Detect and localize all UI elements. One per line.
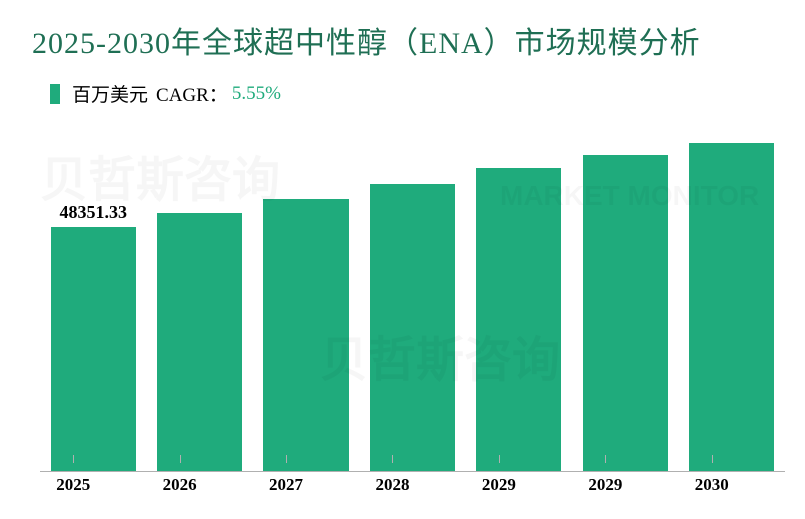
x-tick: 2029 [446, 475, 552, 495]
x-tick: 2027 [233, 475, 339, 495]
x-tick-label: 2030 [695, 475, 729, 494]
bar [689, 143, 774, 472]
bar-slot [679, 117, 785, 472]
x-tick: 2028 [339, 475, 445, 495]
x-tick-label: 2026 [163, 475, 197, 494]
legend: 百万美元 CAGR： 5.55% [50, 80, 785, 107]
cagr-label: CAGR： [156, 80, 228, 107]
plot-area: 48351.33 [40, 117, 785, 472]
x-tick: 2025 [20, 475, 126, 495]
x-tick: 2029 [552, 475, 658, 495]
x-tick-label: 2028 [375, 475, 409, 494]
bar-slot [359, 117, 465, 472]
bar [583, 155, 668, 472]
legend-series-label: 百万美元 [72, 80, 148, 107]
x-axis-line [40, 471, 785, 472]
legend-swatch [50, 84, 60, 104]
x-tick-label: 2025 [56, 475, 90, 494]
bar-slot [253, 117, 359, 472]
bar-slot: 48351.33 [40, 117, 146, 472]
bar [157, 213, 242, 472]
x-tick: 2026 [126, 475, 232, 495]
bar [51, 227, 136, 472]
chart-title: 2025-2030年全球超中性醇（ENA）市场规模分析 [32, 18, 785, 62]
bar-slot [466, 117, 572, 472]
x-tick-label: 2029 [588, 475, 622, 494]
chart-container: 2025-2030年全球超中性醇（ENA）市场规模分析 百万美元 CAGR： 5… [0, 0, 805, 519]
bar [263, 199, 348, 472]
x-tick-label: 2027 [269, 475, 303, 494]
cagr-value: 5.55% [232, 83, 281, 105]
bar-slot [146, 117, 252, 472]
x-tick: 2030 [659, 475, 765, 495]
bar-value-label: 48351.33 [59, 202, 127, 227]
bar [370, 184, 455, 472]
bar-slot [572, 117, 678, 472]
bars-group: 48351.33 [40, 117, 785, 472]
x-tick-label: 2029 [482, 475, 516, 494]
bar [476, 168, 561, 472]
x-axis-labels: 2025 2026 2027 2028 2029 2029 2030 [20, 475, 765, 495]
